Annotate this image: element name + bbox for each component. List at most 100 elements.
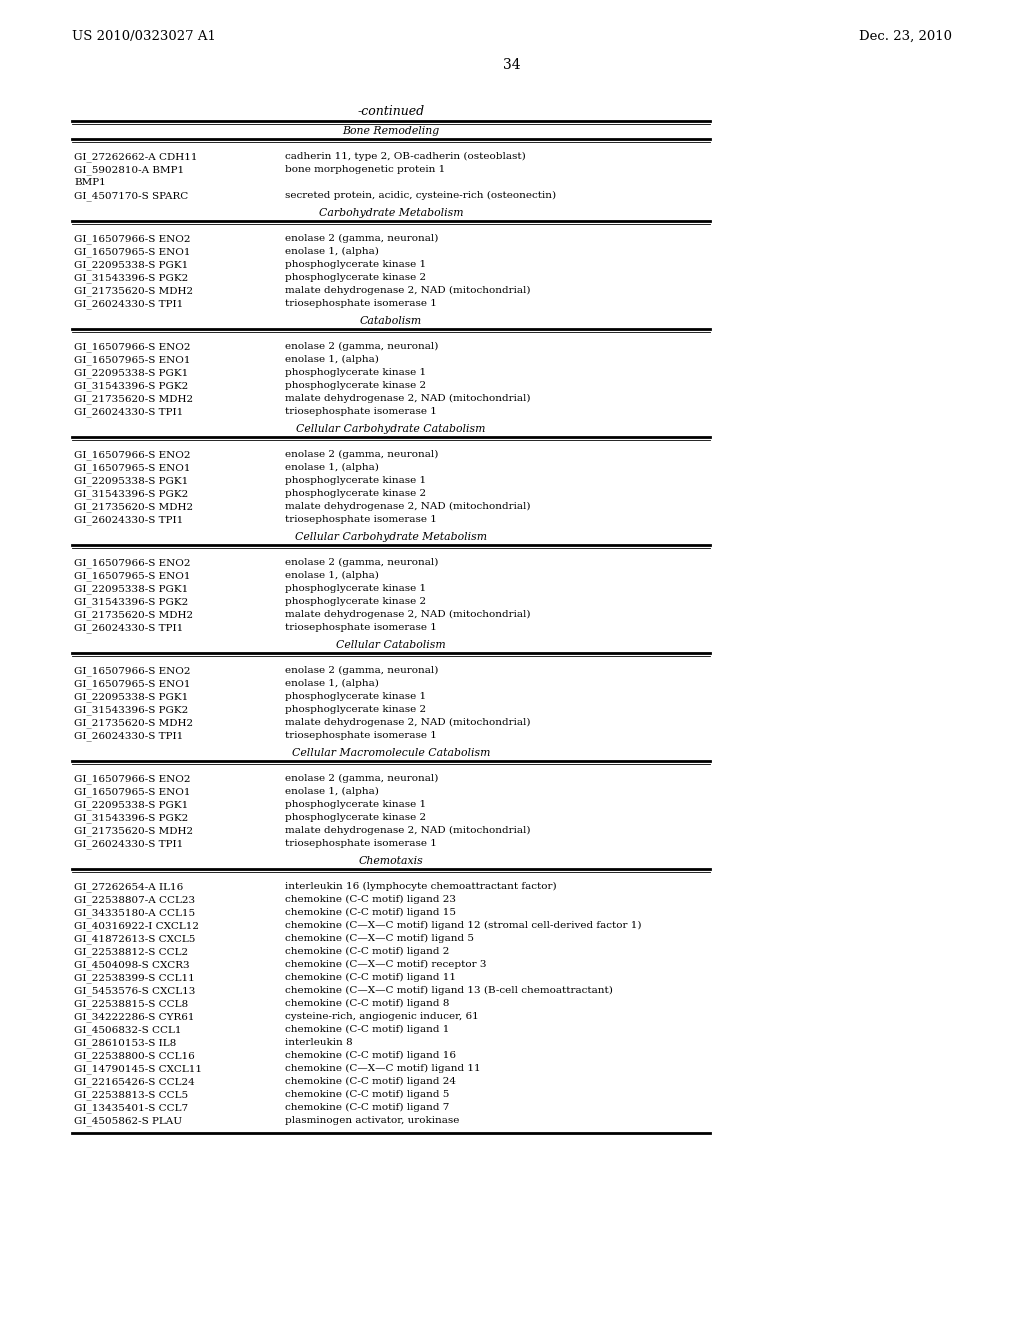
Text: phosphoglycerate kinase 1: phosphoglycerate kinase 1 — [285, 692, 426, 701]
Text: enolase 2 (gamma, neuronal): enolase 2 (gamma, neuronal) — [285, 450, 438, 459]
Text: triosephosphate isomerase 1: triosephosphate isomerase 1 — [285, 300, 437, 308]
Text: enolase 1, (alpha): enolase 1, (alpha) — [285, 355, 379, 364]
Text: GI_5453576-S CXCL13: GI_5453576-S CXCL13 — [74, 986, 196, 995]
Text: chemokine (C-C motif) ligand 23: chemokine (C-C motif) ligand 23 — [285, 895, 456, 904]
Text: phosphoglycerate kinase 1: phosphoglycerate kinase 1 — [285, 800, 426, 809]
Text: enolase 1, (alpha): enolase 1, (alpha) — [285, 787, 379, 796]
Text: chemokine (C-C motif) ligand 11: chemokine (C-C motif) ligand 11 — [285, 973, 456, 982]
Text: GI_22538812-S CCL2: GI_22538812-S CCL2 — [74, 946, 188, 957]
Text: GI_16507965-S ENO1: GI_16507965-S ENO1 — [74, 247, 190, 256]
Text: GI_16507965-S ENO1: GI_16507965-S ENO1 — [74, 463, 190, 473]
Text: GI_26024330-S TPI1: GI_26024330-S TPI1 — [74, 623, 183, 632]
Text: cysteine-rich, angiogenic inducer, 61: cysteine-rich, angiogenic inducer, 61 — [285, 1012, 479, 1020]
Text: GI_4505862-S PLAU: GI_4505862-S PLAU — [74, 1115, 182, 1126]
Text: chemokine (C-C motif) ligand 24: chemokine (C-C motif) ligand 24 — [285, 1077, 456, 1086]
Text: GI_31543396-S PGK2: GI_31543396-S PGK2 — [74, 813, 188, 822]
Text: malate dehydrogenase 2, NAD (mitochondrial): malate dehydrogenase 2, NAD (mitochondri… — [285, 718, 530, 727]
Text: GI_31543396-S PGK2: GI_31543396-S PGK2 — [74, 273, 188, 282]
Text: Catabolism: Catabolism — [359, 315, 422, 326]
Text: phosphoglycerate kinase 1: phosphoglycerate kinase 1 — [285, 583, 426, 593]
Text: triosephosphate isomerase 1: triosephosphate isomerase 1 — [285, 515, 437, 524]
Text: GI_21735620-S MDH2: GI_21735620-S MDH2 — [74, 286, 194, 296]
Text: phosphoglycerate kinase 1: phosphoglycerate kinase 1 — [285, 368, 426, 378]
Text: chemokine (C—X—C motif) ligand 12 (stromal cell-derived factor 1): chemokine (C—X—C motif) ligand 12 (strom… — [285, 921, 641, 931]
Text: 34: 34 — [503, 58, 521, 73]
Text: chemokine (C-C motif) ligand 16: chemokine (C-C motif) ligand 16 — [285, 1051, 456, 1060]
Text: enolase 1, (alpha): enolase 1, (alpha) — [285, 247, 379, 256]
Text: GI_21735620-S MDH2: GI_21735620-S MDH2 — [74, 610, 194, 619]
Text: chemokine (C—X—C motif) ligand 11: chemokine (C—X—C motif) ligand 11 — [285, 1064, 480, 1073]
Text: enolase 2 (gamma, neuronal): enolase 2 (gamma, neuronal) — [285, 667, 438, 675]
Text: phosphoglycerate kinase 2: phosphoglycerate kinase 2 — [285, 273, 426, 282]
Text: chemokine (C—X—C motif) ligand 5: chemokine (C—X—C motif) ligand 5 — [285, 935, 474, 942]
Text: chemokine (C—X—C motif) receptor 3: chemokine (C—X—C motif) receptor 3 — [285, 960, 486, 969]
Text: GI_22538399-S CCL11: GI_22538399-S CCL11 — [74, 973, 195, 982]
Text: GI_21735620-S MDH2: GI_21735620-S MDH2 — [74, 393, 194, 404]
Text: GI_4506832-S CCL1: GI_4506832-S CCL1 — [74, 1026, 181, 1035]
Text: GI_31543396-S PGK2: GI_31543396-S PGK2 — [74, 705, 188, 714]
Text: GI_21735620-S MDH2: GI_21735620-S MDH2 — [74, 502, 194, 512]
Text: GI_16507965-S ENO1: GI_16507965-S ENO1 — [74, 572, 190, 581]
Text: GI_22095338-S PGK1: GI_22095338-S PGK1 — [74, 692, 188, 702]
Text: GI_26024330-S TPI1: GI_26024330-S TPI1 — [74, 840, 183, 849]
Text: GI_22095338-S PGK1: GI_22095338-S PGK1 — [74, 800, 188, 809]
Text: GI_26024330-S TPI1: GI_26024330-S TPI1 — [74, 731, 183, 741]
Text: chemokine (C-C motif) ligand 15: chemokine (C-C motif) ligand 15 — [285, 908, 456, 917]
Text: Chemotaxis: Chemotaxis — [358, 855, 423, 866]
Text: GI_5902810-A BMP1: GI_5902810-A BMP1 — [74, 165, 184, 174]
Text: chemokine (C-C motif) ligand 5: chemokine (C-C motif) ligand 5 — [285, 1090, 450, 1100]
Text: -continued: -continued — [357, 106, 425, 117]
Text: GI_16507966-S ENO2: GI_16507966-S ENO2 — [74, 342, 190, 351]
Text: triosephosphate isomerase 1: triosephosphate isomerase 1 — [285, 731, 437, 741]
Text: secreted protein, acidic, cysteine-rich (osteonectin): secreted protein, acidic, cysteine-rich … — [285, 191, 556, 201]
Text: GI_22095338-S PGK1: GI_22095338-S PGK1 — [74, 260, 188, 269]
Text: GI_16507965-S ENO1: GI_16507965-S ENO1 — [74, 355, 190, 364]
Text: GI_26024330-S TPI1: GI_26024330-S TPI1 — [74, 407, 183, 417]
Text: interleukin 16 (lymphocyte chemoattractant factor): interleukin 16 (lymphocyte chemoattracta… — [285, 882, 557, 891]
Text: GI_28610153-S IL8: GI_28610153-S IL8 — [74, 1038, 176, 1048]
Text: GI_16507966-S ENO2: GI_16507966-S ENO2 — [74, 450, 190, 459]
Text: phosphoglycerate kinase 2: phosphoglycerate kinase 2 — [285, 597, 426, 606]
Text: phosphoglycerate kinase 1: phosphoglycerate kinase 1 — [285, 260, 426, 269]
Text: interleukin 8: interleukin 8 — [285, 1038, 352, 1047]
Text: phosphoglycerate kinase 2: phosphoglycerate kinase 2 — [285, 705, 426, 714]
Text: GI_4507170-S SPARC: GI_4507170-S SPARC — [74, 191, 188, 201]
Text: triosephosphate isomerase 1: triosephosphate isomerase 1 — [285, 407, 437, 416]
Text: triosephosphate isomerase 1: triosephosphate isomerase 1 — [285, 623, 437, 632]
Text: triosephosphate isomerase 1: triosephosphate isomerase 1 — [285, 840, 437, 847]
Text: Cellular Carbohydrate Metabolism: Cellular Carbohydrate Metabolism — [295, 532, 487, 543]
Text: GI_31543396-S PGK2: GI_31543396-S PGK2 — [74, 488, 188, 499]
Text: enolase 2 (gamma, neuronal): enolase 2 (gamma, neuronal) — [285, 234, 438, 243]
Text: enolase 2 (gamma, neuronal): enolase 2 (gamma, neuronal) — [285, 342, 438, 351]
Text: GI_16507966-S ENO2: GI_16507966-S ENO2 — [74, 558, 190, 568]
Text: phosphoglycerate kinase 2: phosphoglycerate kinase 2 — [285, 488, 426, 498]
Text: GI_40316922-I CXCL12: GI_40316922-I CXCL12 — [74, 921, 199, 931]
Text: GI_16507966-S ENO2: GI_16507966-S ENO2 — [74, 234, 190, 244]
Text: malate dehydrogenase 2, NAD (mitochondrial): malate dehydrogenase 2, NAD (mitochondri… — [285, 610, 530, 619]
Text: bone morphogenetic protein 1: bone morphogenetic protein 1 — [285, 165, 445, 174]
Text: GI_4504098-S CXCR3: GI_4504098-S CXCR3 — [74, 960, 189, 970]
Text: chemokine (C-C motif) ligand 7: chemokine (C-C motif) ligand 7 — [285, 1104, 450, 1113]
Text: phosphoglycerate kinase 1: phosphoglycerate kinase 1 — [285, 477, 426, 484]
Text: Carbohydrate Metabolism: Carbohydrate Metabolism — [318, 209, 463, 218]
Text: GI_27262662-A CDH11: GI_27262662-A CDH11 — [74, 152, 198, 161]
Text: enolase 1, (alpha): enolase 1, (alpha) — [285, 678, 379, 688]
Text: GI_22095338-S PGK1: GI_22095338-S PGK1 — [74, 477, 188, 486]
Text: enolase 2 (gamma, neuronal): enolase 2 (gamma, neuronal) — [285, 774, 438, 783]
Text: chemokine (C-C motif) ligand 2: chemokine (C-C motif) ligand 2 — [285, 946, 450, 956]
Text: GI_22538800-S CCL16: GI_22538800-S CCL16 — [74, 1051, 195, 1061]
Text: malate dehydrogenase 2, NAD (mitochondrial): malate dehydrogenase 2, NAD (mitochondri… — [285, 286, 530, 296]
Text: phosphoglycerate kinase 2: phosphoglycerate kinase 2 — [285, 813, 426, 822]
Text: Cellular Macromolecule Catabolism: Cellular Macromolecule Catabolism — [292, 748, 490, 758]
Text: BMP1: BMP1 — [74, 178, 105, 187]
Text: GI_22538813-S CCL5: GI_22538813-S CCL5 — [74, 1090, 188, 1100]
Text: chemokine (C—X—C motif) ligand 13 (B-cell chemoattractant): chemokine (C—X—C motif) ligand 13 (B-cel… — [285, 986, 613, 995]
Text: GI_22095338-S PGK1: GI_22095338-S PGK1 — [74, 583, 188, 594]
Text: chemokine (C-C motif) ligand 8: chemokine (C-C motif) ligand 8 — [285, 999, 450, 1008]
Text: phosphoglycerate kinase 2: phosphoglycerate kinase 2 — [285, 381, 426, 389]
Text: GI_41872613-S CXCL5: GI_41872613-S CXCL5 — [74, 935, 196, 944]
Text: GI_34222286-S CYR61: GI_34222286-S CYR61 — [74, 1012, 195, 1022]
Text: malate dehydrogenase 2, NAD (mitochondrial): malate dehydrogenase 2, NAD (mitochondri… — [285, 826, 530, 836]
Text: malate dehydrogenase 2, NAD (mitochondrial): malate dehydrogenase 2, NAD (mitochondri… — [285, 393, 530, 403]
Text: Dec. 23, 2010: Dec. 23, 2010 — [859, 30, 952, 44]
